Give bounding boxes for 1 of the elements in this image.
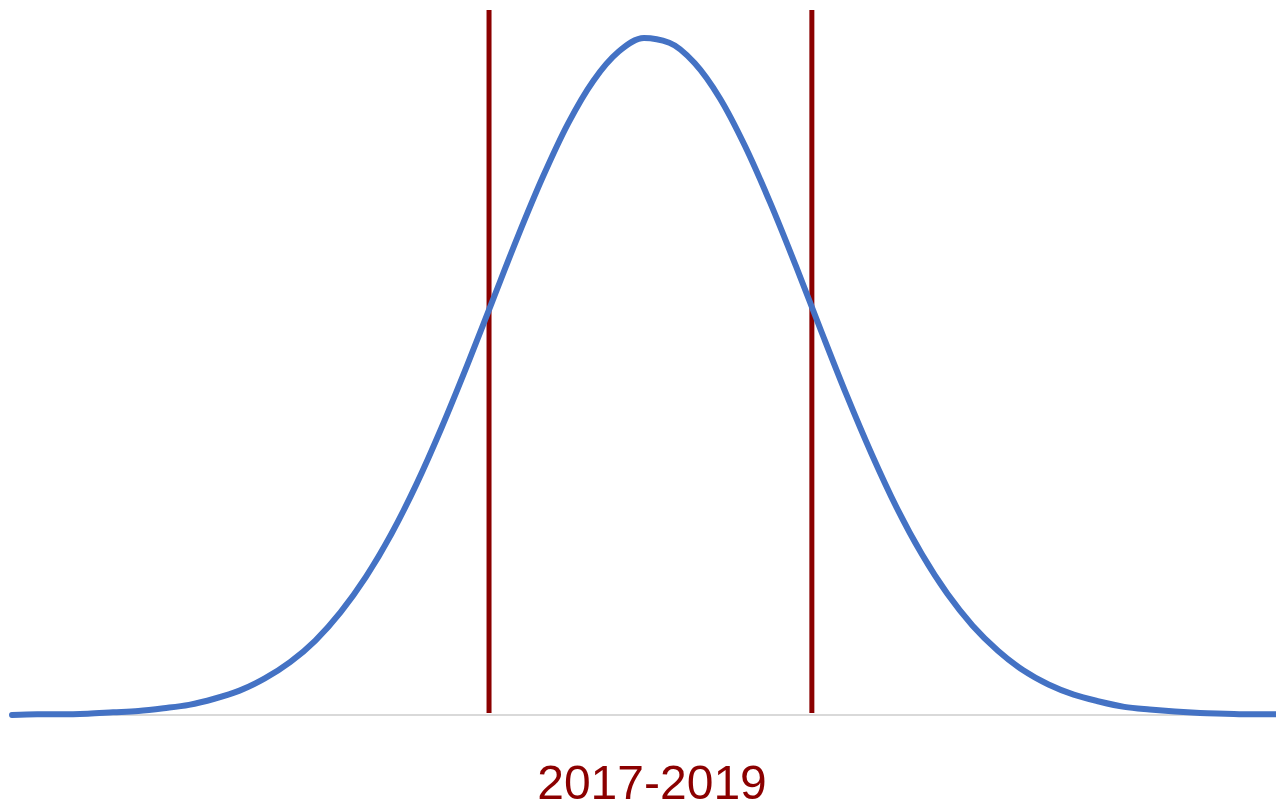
x-axis-title: 2017-2019 xyxy=(537,756,767,809)
